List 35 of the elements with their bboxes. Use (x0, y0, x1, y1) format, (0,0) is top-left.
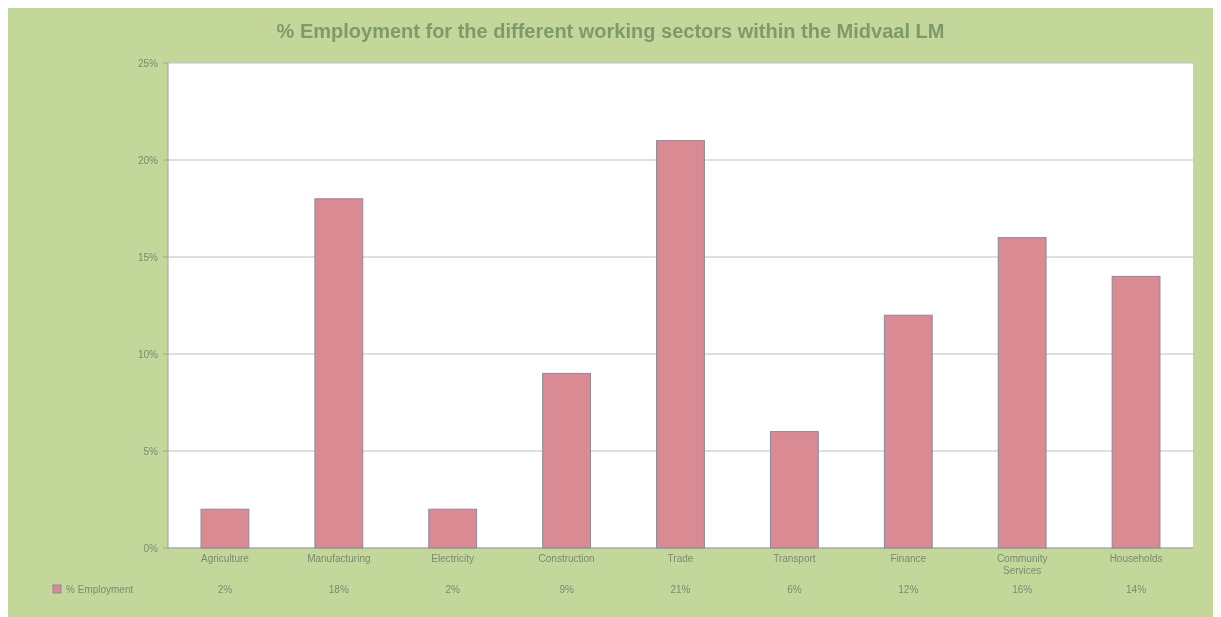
bar (542, 372, 592, 549)
x-tick-label: Community Services (996, 553, 1048, 576)
y-tick-label: 15% (137, 251, 159, 263)
data-label: 16% (1012, 584, 1033, 595)
data-label: 18% (328, 584, 349, 595)
chart-title: % Employment for the different working sectors within the Midvaal LM (276, 20, 945, 42)
x-tick-label: Households (1109, 553, 1163, 564)
y-tick-label: 10% (137, 348, 159, 360)
data-label: 21% (670, 584, 691, 595)
legend-label: % Employment (66, 584, 134, 595)
y-tick-label: 0% (143, 542, 159, 554)
x-tick-label: Electricity (431, 553, 475, 564)
y-tick-label: 25% (137, 57, 159, 69)
bar (883, 314, 933, 549)
data-label: 14% (1126, 584, 1147, 595)
bar (769, 431, 819, 549)
bar (656, 140, 705, 549)
data-label: 6% (787, 584, 802, 595)
bar (314, 198, 364, 549)
bar (200, 508, 250, 549)
x-tick-label: Construction (538, 553, 595, 564)
x-tick-label: Trade (667, 553, 694, 564)
bar (997, 237, 1047, 549)
bar (428, 508, 478, 549)
y-tick-label: 5% (143, 445, 159, 457)
y-tick-label: 20% (137, 154, 159, 166)
data-label: 2% (217, 584, 233, 595)
data-label: 9% (559, 584, 574, 595)
x-tick-label: Agriculture (201, 553, 250, 564)
x-tick-label: Transport (773, 553, 816, 564)
data-label: 12% (898, 584, 919, 595)
x-tick-label: Manufacturing (307, 553, 371, 564)
data-label: 2% (445, 584, 461, 595)
x-tick-label: Finance (890, 553, 927, 564)
bar (1111, 275, 1161, 549)
